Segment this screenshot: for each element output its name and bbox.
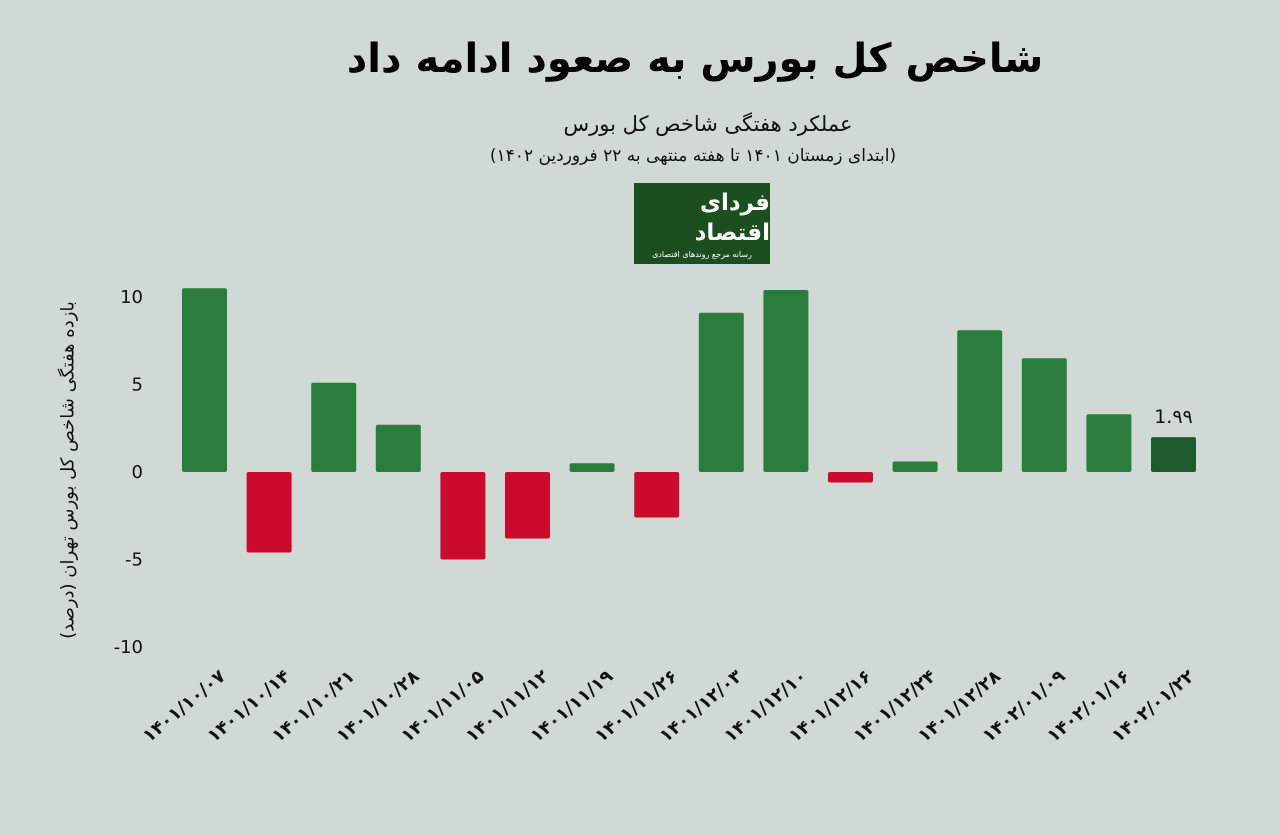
chart-subtitle: عملکرد هفتگی شاخص کل بورس xyxy=(563,112,853,136)
brand-logo: فردای اقتصاد رسانه مرجع روندهای اقتصادی xyxy=(634,183,770,264)
bar-11 xyxy=(828,472,873,483)
bar-1 xyxy=(182,288,227,472)
chart-title: شاخص کل بورس به صعود ادامه داد xyxy=(346,36,1044,82)
logo-name: فردای اقتصاد xyxy=(694,190,770,246)
bar-5 xyxy=(440,472,486,560)
y-tick-label: -5 xyxy=(125,550,143,571)
bar-12 xyxy=(892,461,938,472)
bar-10 xyxy=(763,290,809,472)
chart-date-range-note: (ابتدای زمستان ۱۴۰۱ تا هفته منتهی به ۲۲ … xyxy=(489,146,897,166)
y-tick-label: 0 xyxy=(132,462,143,483)
y-tick-label: -10 xyxy=(114,637,143,658)
bar-3 xyxy=(311,382,357,472)
bar-8 xyxy=(634,472,680,518)
bar-14 xyxy=(1021,358,1067,472)
bar-15 xyxy=(1086,414,1132,472)
bar-13 xyxy=(957,330,1003,472)
x-axis-ticks: ۱۴۰۱/۱۰/۰۷۱۴۰۱/۱۰/۱۴۱۴۰۱/۱۰/۲۱۱۴۰۱/۱۰/۲۸… xyxy=(139,666,1199,747)
bar-4 xyxy=(375,424,421,472)
bar-16 xyxy=(1151,437,1196,472)
bar-7 xyxy=(569,463,615,472)
y-tick-label: 5 xyxy=(132,375,143,396)
bar-2 xyxy=(246,472,292,553)
bars xyxy=(182,288,1196,560)
data-labels: 1.۹۹ xyxy=(1154,406,1193,428)
y-axis-ticks: 10 5 0 -5 -10 xyxy=(114,287,143,658)
bar-9 xyxy=(698,312,744,472)
data-label: 1.۹۹ xyxy=(1154,406,1193,428)
bar-6 xyxy=(505,472,550,539)
y-tick-label: 10 xyxy=(120,287,143,308)
logo-tagline: رسانه مرجع روندهای اقتصادی xyxy=(652,250,752,259)
